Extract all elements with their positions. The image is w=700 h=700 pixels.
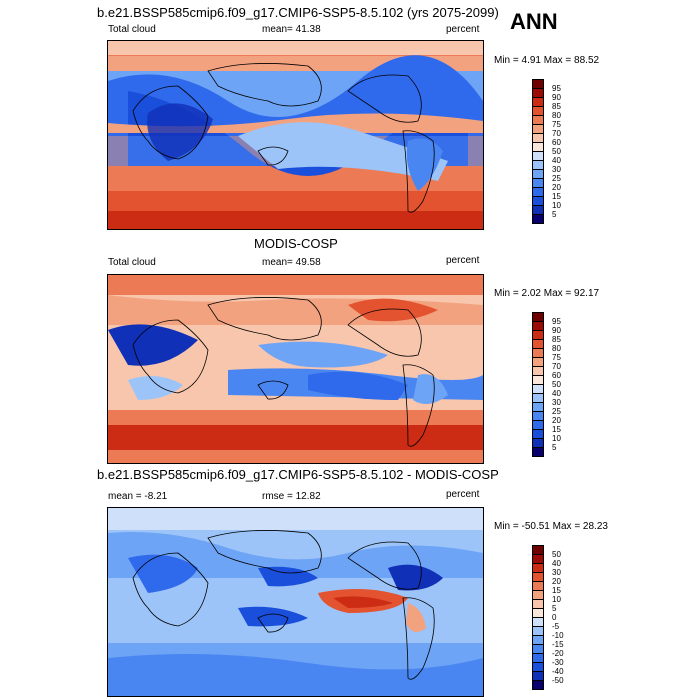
panel1-map-plot <box>108 41 483 229</box>
panel1-colorbar <box>532 79 544 225</box>
panel3-map <box>107 507 484 697</box>
panel2-tick: 25 <box>552 407 561 416</box>
panel3-units: percent <box>446 489 480 500</box>
panel1-tick: 70 <box>552 129 561 138</box>
panel3-tick: -50 <box>552 676 564 685</box>
panel1-tick: 85 <box>552 102 561 111</box>
panel2-range: Min = 2.02 Max = 92.17 <box>494 288 600 299</box>
panel3-tick: 10 <box>552 595 561 604</box>
main-title: b.e21.BSSP585cmip6.f09_g17.CMIP6-SSP5-8.… <box>97 5 499 20</box>
panel3-tick: -40 <box>552 667 564 676</box>
panel3-tick: 50 <box>552 550 561 559</box>
panel3-colorbar <box>532 545 544 691</box>
panel1-tick: 60 <box>552 138 561 147</box>
season-label: ANN <box>510 9 558 34</box>
panel3-tick: -10 <box>552 631 564 640</box>
panel3-tick: 40 <box>552 559 561 568</box>
panel3-tick: -5 <box>552 622 560 631</box>
panel2-map-plot <box>108 275 483 463</box>
panel1-variable: Total cloud <box>108 24 156 35</box>
panel3-tick: -30 <box>552 658 564 667</box>
panel3-range: Min = -50.51 Max = 28.23 <box>494 521 608 532</box>
panel2-tick: 10 <box>552 434 561 443</box>
panel3-tick: 0 <box>552 613 557 622</box>
panel3-tick: -20 <box>552 649 564 658</box>
panel3-tick: 30 <box>552 568 561 577</box>
panel3-mean: mean = -8.21 <box>108 491 168 502</box>
panel1-tick: 40 <box>552 156 561 165</box>
panel2-tick: 60 <box>552 371 561 380</box>
panel2-tick: 20 <box>552 416 561 425</box>
panel1-tick: 95 <box>552 84 561 93</box>
panel3-rmse: rmse = 12.82 <box>262 491 321 502</box>
panel1-mean: mean= 41.38 <box>262 24 321 35</box>
panel1-tick: 30 <box>552 165 561 174</box>
panel3-subtitle: b.e21.BSSP585cmip6.f09_g17.CMIP6-SSP5-8.… <box>97 467 499 482</box>
panel1-tick: 80 <box>552 111 561 120</box>
panel1-tick: 15 <box>552 192 561 201</box>
panel3-tick: 5 <box>552 604 557 613</box>
panel2-tick: 80 <box>552 344 561 353</box>
panel2-tick: 50 <box>552 380 561 389</box>
panel1-tick: 10 <box>552 201 561 210</box>
panel2-colorbar <box>532 312 544 458</box>
panel1-tick: 90 <box>552 93 561 102</box>
panel3-tick: 15 <box>552 586 561 595</box>
panel2-variable: Total cloud <box>108 257 156 268</box>
panel1-tick: 5 <box>552 210 557 219</box>
panel2-units: percent <box>446 255 480 266</box>
panel3-tick: 20 <box>552 577 561 586</box>
panel2-tick: 15 <box>552 425 561 434</box>
panel1-tick: 20 <box>552 183 561 192</box>
panel2-tick: 30 <box>552 398 561 407</box>
panel2-tick: 85 <box>552 335 561 344</box>
panel2-tick: 95 <box>552 317 561 326</box>
panel2-tick: 75 <box>552 353 561 362</box>
panel2-tick: 90 <box>552 326 561 335</box>
panel3-map-plot <box>108 508 483 696</box>
panel2-tick: 40 <box>552 389 561 398</box>
panel2-tick: 70 <box>552 362 561 371</box>
panel1-units: percent <box>446 24 480 35</box>
panel2-tick: 5 <box>552 443 557 452</box>
panel2-map <box>107 274 484 464</box>
panel1-map <box>107 40 484 230</box>
panel2-subtitle: MODIS-COSP <box>254 236 338 251</box>
panel1-tick: 25 <box>552 174 561 183</box>
panel1-tick: 75 <box>552 120 561 129</box>
panel2-mean: mean= 49.58 <box>262 257 321 268</box>
panel3-tick: -15 <box>552 640 564 649</box>
panel1-tick: 50 <box>552 147 561 156</box>
panel1-range: Min = 4.91 Max = 88.52 <box>494 55 600 66</box>
